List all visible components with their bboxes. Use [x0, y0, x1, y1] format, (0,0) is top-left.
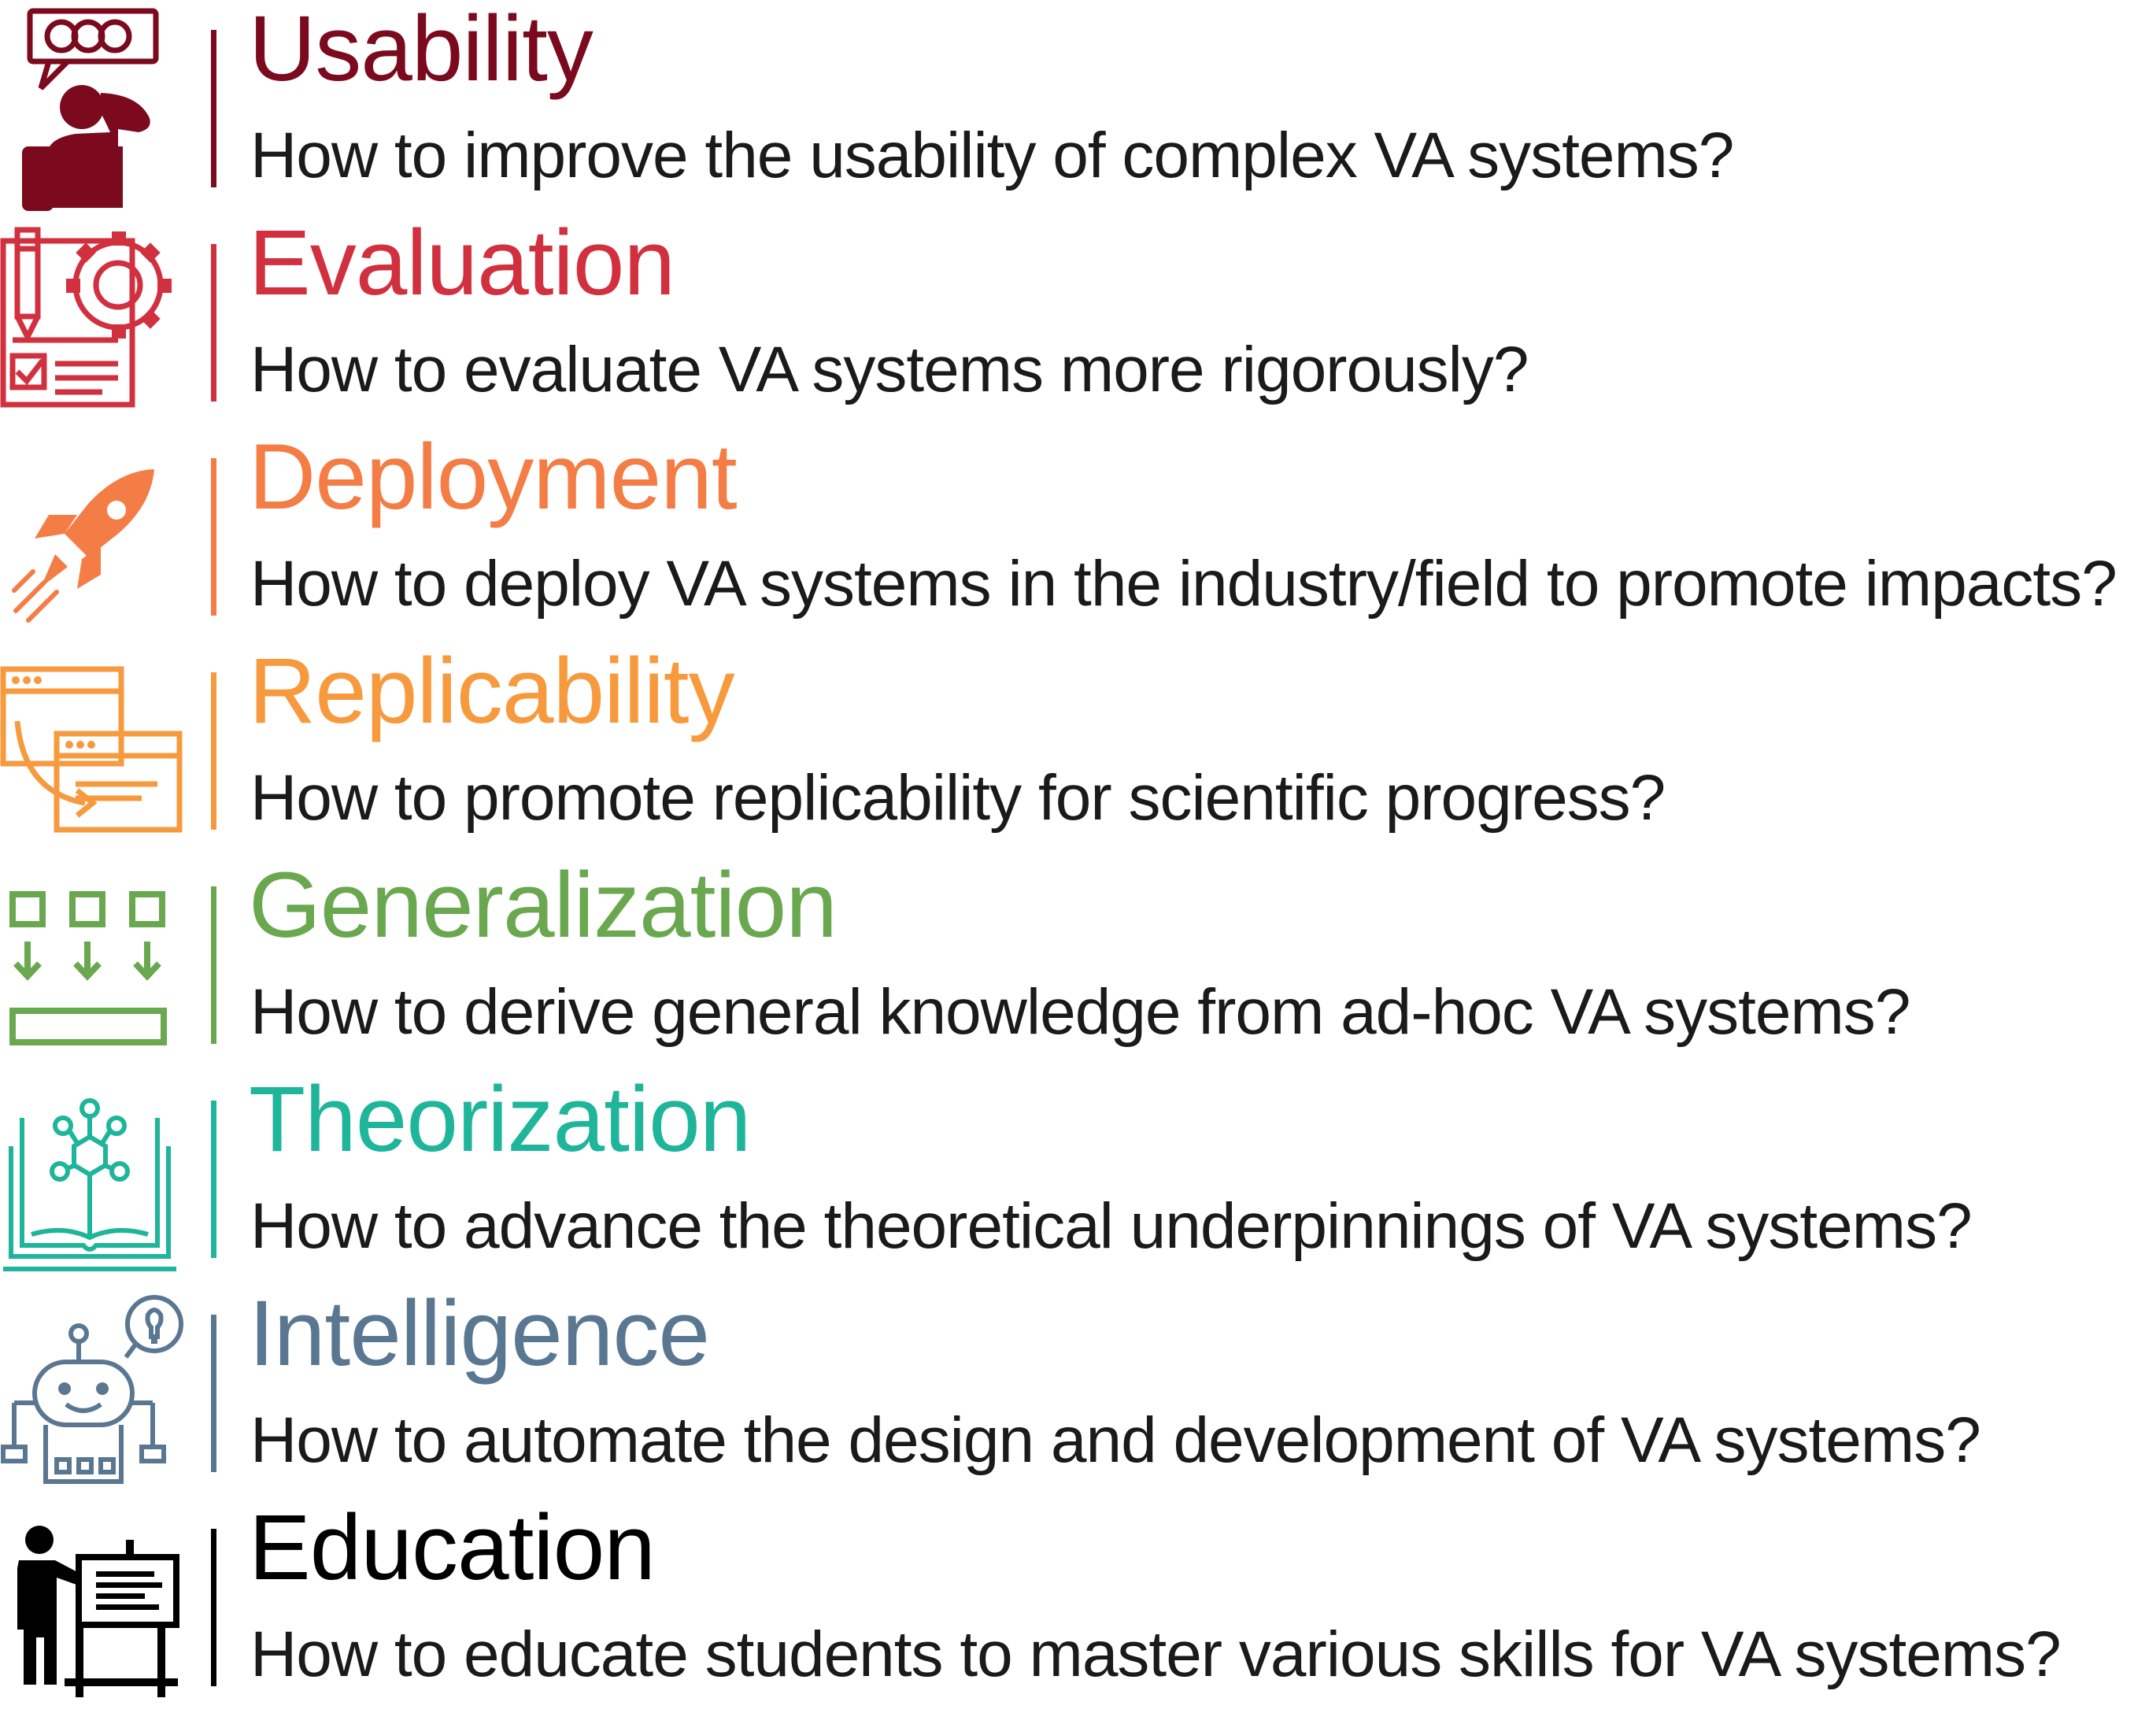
boxes-merge-icon [0, 856, 189, 1071]
divider [211, 244, 216, 401]
challenge-question: How to educate students to master variou… [250, 1619, 2062, 1690]
challenge-title: Usability [249, 0, 594, 101]
challenge-question: How to evaluate VA systems more rigorous… [250, 334, 1529, 405]
challenge-row-education: Education How to educate students to mas… [0, 1496, 2156, 1713]
user-speech-bubble-icon [0, 0, 189, 214]
challenge-question: How to improve the usability of complex … [250, 120, 1734, 191]
book-molecule-icon [0, 1071, 189, 1285]
challenge-title: Generalization [249, 853, 838, 957]
divider [211, 886, 216, 1044]
divider [211, 30, 216, 187]
challenge-title: Education [249, 1496, 656, 1600]
challenge-title: Deployment [249, 425, 738, 529]
divider [211, 1529, 216, 1686]
challenge-question: How to deploy VA systems in the industry… [250, 548, 2117, 620]
copy-windows-icon [0, 642, 189, 856]
divider [211, 1315, 216, 1472]
challenge-title: Replicability [249, 639, 735, 743]
divider [211, 672, 216, 830]
robot-idea-icon [0, 1285, 189, 1499]
challenge-row-usability: Usability How to improve the usability o… [0, 0, 2156, 214]
challenge-title: Theorization [249, 1067, 751, 1171]
challenge-title: Evaluation [249, 211, 675, 315]
challenge-question: How to derive general knowledge from ad-… [250, 976, 1910, 1048]
challenge-question: How to automate the design and developme… [250, 1404, 1981, 1476]
challenge-question: How to advance the theoretical underpinn… [250, 1190, 1973, 1262]
challenge-row-evaluation: Evaluation How to evaluate VA systems mo… [0, 211, 2156, 428]
challenge-row-generalization: Generalization How to derive general kno… [0, 853, 2156, 1071]
divider [211, 1101, 216, 1258]
challenge-row-replicability: Replicability How to promote replicabili… [0, 639, 2156, 856]
challenge-row-deployment: Deployment How to deploy VA systems in t… [0, 425, 2156, 642]
challenge-row-theorization: Theorization How to advance the theoreti… [0, 1067, 2156, 1285]
challenge-row-intelligence: Intelligence How to automate the design … [0, 1282, 2156, 1499]
challenge-question: How to promote replicability for scienti… [250, 762, 1666, 834]
challenge-title: Intelligence [249, 1282, 710, 1386]
rocket-icon [0, 428, 189, 642]
checklist-gear-icon [0, 214, 189, 428]
teacher-board-icon [0, 1499, 189, 1713]
divider [211, 458, 216, 616]
